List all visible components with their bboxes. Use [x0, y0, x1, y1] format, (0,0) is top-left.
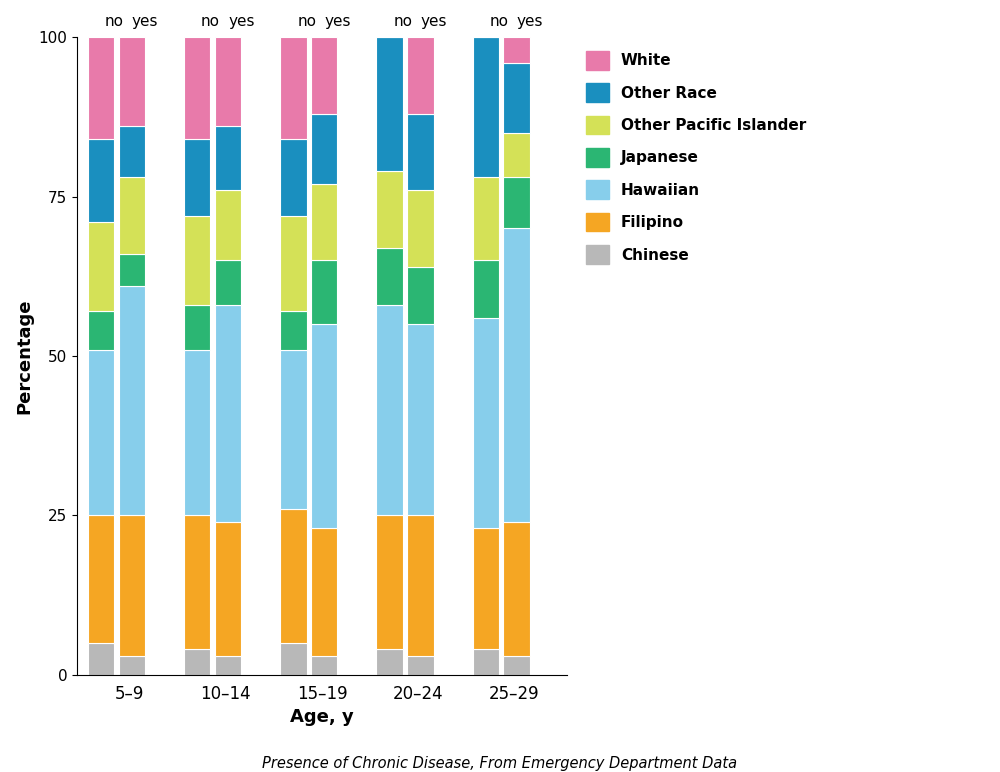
Bar [88, 37, 114, 139]
Bar [473, 37, 499, 178]
Y-axis label: Percentage: Percentage [15, 298, 33, 414]
Bar [184, 139, 210, 215]
Bar [407, 37, 434, 113]
Bar [280, 509, 307, 643]
Bar [407, 190, 434, 266]
Bar [311, 528, 337, 655]
Text: no: no [297, 15, 316, 29]
Bar [280, 350, 307, 509]
Bar [184, 516, 210, 649]
Bar [311, 324, 337, 528]
Bar [119, 655, 145, 675]
Text: yes: yes [517, 15, 543, 29]
Text: no: no [105, 15, 124, 29]
Bar [280, 139, 307, 215]
Bar [311, 113, 337, 184]
Bar [376, 649, 403, 675]
Bar [280, 311, 307, 350]
Bar [184, 305, 210, 350]
Bar [215, 655, 241, 675]
Bar [407, 266, 434, 324]
Bar [376, 516, 403, 649]
Bar [376, 305, 403, 516]
Bar [473, 260, 499, 318]
Text: yes: yes [228, 15, 255, 29]
Bar [184, 37, 210, 139]
Bar [88, 643, 114, 675]
Bar [503, 178, 530, 229]
Bar [503, 133, 530, 178]
Bar [376, 248, 403, 305]
Bar [503, 522, 530, 655]
Bar [407, 655, 434, 675]
Bar [407, 516, 434, 655]
Text: no: no [490, 15, 509, 29]
Text: no: no [201, 15, 220, 29]
Bar [473, 318, 499, 528]
Bar [503, 63, 530, 133]
Bar [119, 37, 145, 127]
Bar [119, 254, 145, 286]
Bar [407, 324, 434, 516]
Bar [119, 127, 145, 178]
Bar [280, 643, 307, 675]
Bar [215, 522, 241, 655]
Bar [88, 311, 114, 350]
Bar [376, 37, 403, 171]
Bar [215, 127, 241, 190]
Bar [88, 222, 114, 311]
Bar [215, 190, 241, 260]
Bar [280, 37, 307, 139]
Bar [88, 350, 114, 516]
Bar [311, 184, 337, 260]
Bar [376, 171, 403, 248]
Bar [119, 178, 145, 254]
Text: yes: yes [420, 15, 447, 29]
Bar [473, 178, 499, 260]
Bar [503, 37, 530, 63]
Text: yes: yes [132, 15, 158, 29]
X-axis label: Age, y: Age, y [290, 708, 354, 726]
Bar [503, 655, 530, 675]
Bar [473, 528, 499, 649]
Bar [88, 516, 114, 643]
Bar [119, 286, 145, 516]
Bar [184, 215, 210, 305]
Bar [311, 37, 337, 113]
Bar [215, 37, 241, 127]
Bar [184, 350, 210, 516]
Text: yes: yes [324, 15, 351, 29]
Bar [88, 139, 114, 222]
Bar [280, 215, 307, 311]
Bar [119, 516, 145, 655]
Bar [215, 260, 241, 305]
Bar [503, 229, 530, 522]
Bar [473, 649, 499, 675]
Bar [407, 113, 434, 190]
Bar [311, 655, 337, 675]
Bar [184, 649, 210, 675]
Bar [215, 305, 241, 522]
Text: no: no [393, 15, 412, 29]
Legend: White, Other Race, Other Pacific Islander, Japanese, Hawaiian, Filipino, Chinese: White, Other Race, Other Pacific Islande… [580, 45, 812, 270]
Bar [311, 260, 337, 324]
Text: Presence of Chronic Disease, From Emergency Department Data: Presence of Chronic Disease, From Emerge… [262, 756, 738, 771]
